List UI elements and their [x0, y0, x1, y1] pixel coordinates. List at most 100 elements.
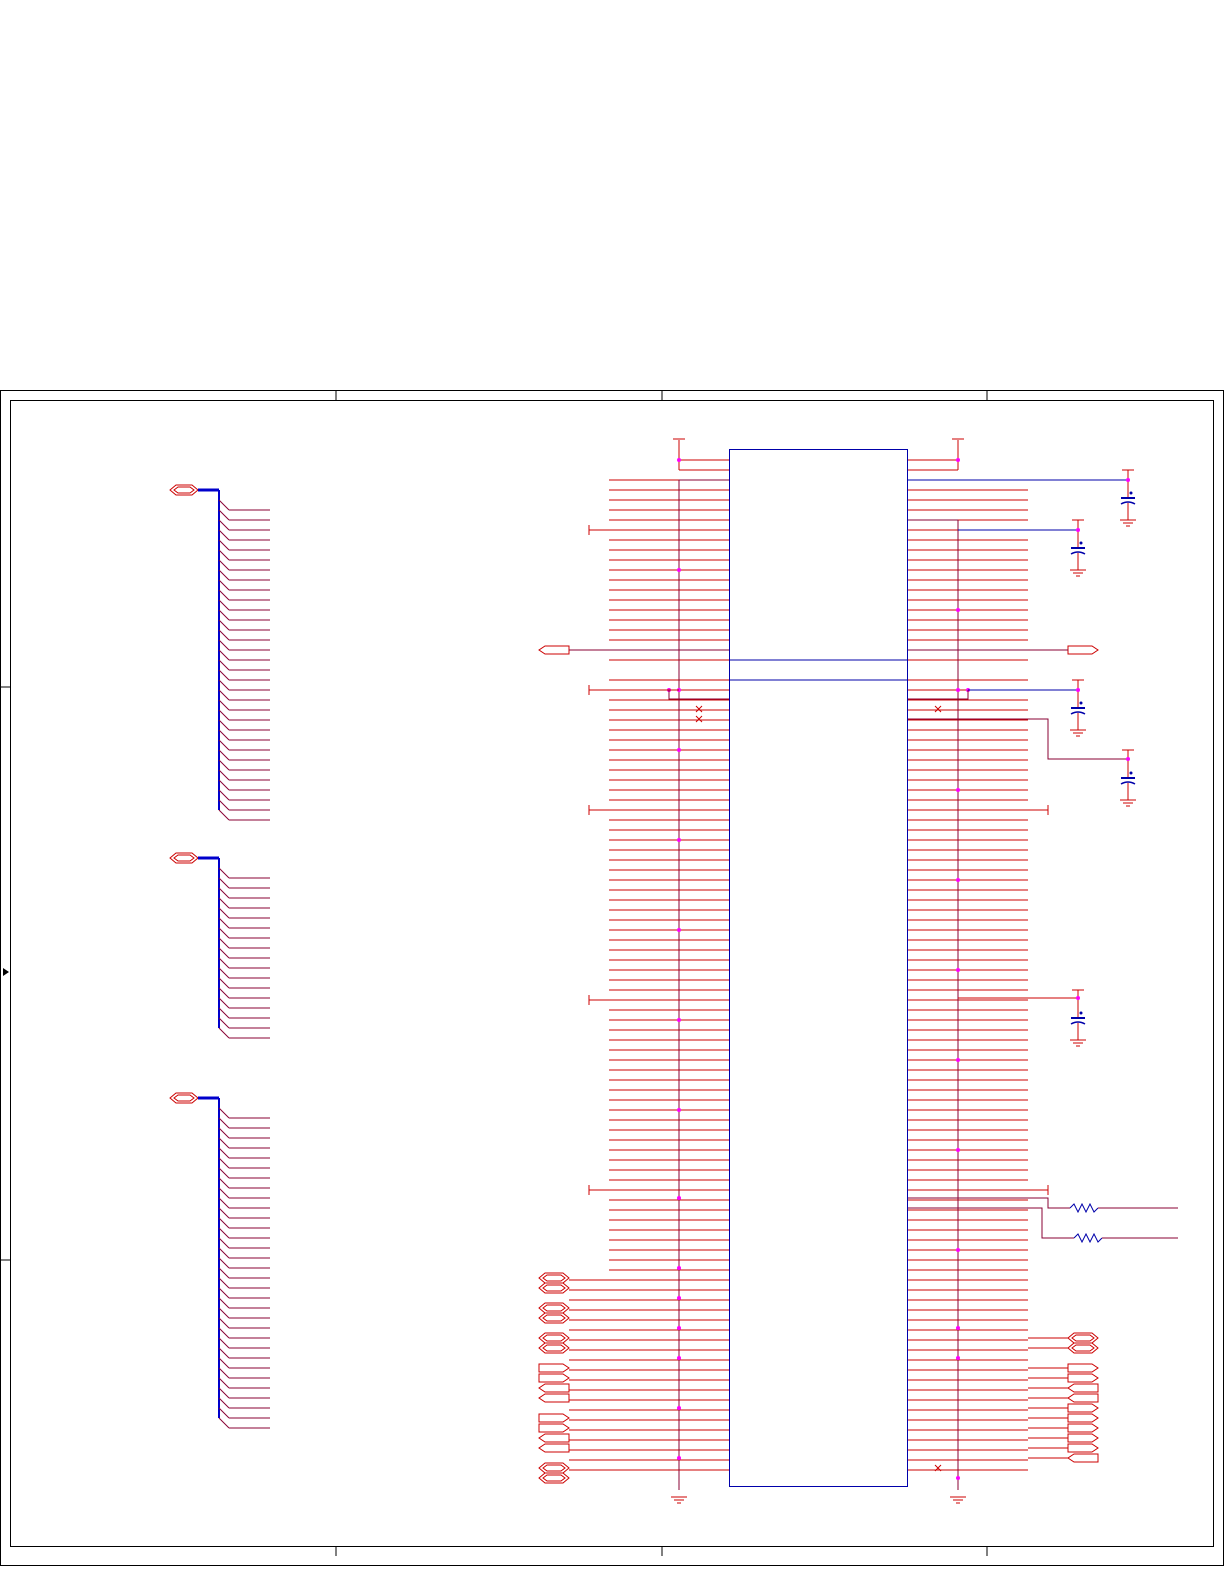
no-connect-icon — [695, 715, 703, 723]
resistor-icon — [1073, 1232, 1103, 1244]
input-port-icon — [1067, 1383, 1099, 1393]
output-port-icon — [1067, 1373, 1099, 1383]
junction-dot — [956, 1058, 960, 1062]
capacitor-icon — [1070, 1021, 1086, 1025]
bus-entry — [218, 789, 230, 801]
bus-entry — [218, 917, 230, 929]
inner-border — [10, 400, 1214, 1547]
bus-entry — [218, 1247, 230, 1259]
bus-entry — [218, 539, 230, 551]
bus-entry — [218, 729, 230, 741]
output-port-icon — [1067, 1443, 1099, 1453]
junction-dot — [677, 1356, 681, 1360]
bus-entry — [218, 1227, 230, 1239]
input-port-icon — [538, 645, 570, 655]
bus-entry — [218, 1257, 230, 1269]
bus-entry — [218, 947, 230, 959]
bus-entry — [218, 809, 230, 821]
bus-entry — [218, 957, 230, 969]
junction-dot — [956, 458, 960, 462]
junction-dot — [956, 1148, 960, 1152]
right-rail-tap — [908, 690, 969, 700]
bus-entry — [218, 529, 230, 541]
junction-dot — [956, 788, 960, 792]
capacitor-icon — [1120, 781, 1136, 785]
junction-dot — [677, 1326, 681, 1330]
bus-group — [169, 484, 270, 1429]
bus-entry — [218, 629, 230, 641]
bus-entry — [218, 1197, 230, 1209]
bus-entry — [218, 689, 230, 701]
output-port-icon — [1067, 1433, 1099, 1443]
junction-dot — [956, 1248, 960, 1252]
no-connect-icon — [934, 705, 942, 713]
junction-dot — [1076, 688, 1080, 692]
ic-pin-wires — [569, 438, 1049, 1490]
capacitor-icon — [1070, 711, 1086, 715]
bus-entry — [218, 679, 230, 691]
bus-entry — [218, 579, 230, 591]
bidirectional-port-inner — [542, 1284, 566, 1292]
output-port-icon — [1067, 1363, 1099, 1373]
junction-dot — [1076, 996, 1080, 1000]
bidirectional-port-icon — [538, 1342, 570, 1354]
bus-entry — [218, 1157, 230, 1169]
bus-entry — [218, 1137, 230, 1149]
bidirectional-port-icon — [538, 1282, 570, 1294]
bus-entry — [218, 1127, 230, 1139]
bus-entry — [218, 669, 230, 681]
bus-entry — [218, 1297, 230, 1309]
bus-entry — [218, 1377, 230, 1389]
bus-entry — [218, 1347, 230, 1359]
junction-dot — [956, 1356, 960, 1360]
bus-entry — [218, 1187, 230, 1199]
bus-entry — [218, 1177, 230, 1189]
bus-entry — [218, 569, 230, 581]
input-port-icon — [538, 1383, 570, 1393]
bus-entry — [218, 639, 230, 651]
bus-entry — [218, 967, 230, 979]
input-port-icon — [538, 1443, 570, 1453]
bus-entry — [218, 877, 230, 889]
resistor-feed-wire — [908, 1207, 1074, 1239]
input-port-icon — [538, 1433, 570, 1443]
no-connect-icon — [934, 1464, 942, 1472]
bidirectional-port-inner — [173, 1094, 195, 1102]
bus-entry — [218, 759, 230, 771]
bidirectional-port-inner — [542, 1274, 566, 1282]
bidirectional-port-icon — [538, 1312, 570, 1324]
bus-entry — [218, 719, 230, 731]
output-port-icon — [1067, 1413, 1099, 1423]
output-port-icon — [1067, 1423, 1099, 1433]
bus-entry — [218, 1267, 230, 1279]
bus-entry — [218, 977, 230, 989]
input-port-icon — [538, 1393, 570, 1403]
resistor-icon — [1069, 1202, 1099, 1214]
bus-entry — [218, 1367, 230, 1379]
resistor-feed-wire — [908, 1197, 1070, 1209]
capacitor-icon — [1070, 551, 1086, 555]
cap-feed-wire — [908, 718, 1128, 760]
bus-entry — [218, 609, 230, 621]
outer-border — [0, 390, 1224, 1566]
bus-entry — [218, 599, 230, 611]
capacitor-polarity-mark — [1129, 491, 1133, 495]
bus-entry — [218, 1207, 230, 1219]
junction-dot — [677, 838, 681, 842]
drawing-frame — [0, 390, 1224, 1566]
no-connect-icon — [695, 705, 703, 713]
ic-outline — [729, 449, 908, 1487]
bus-entry — [218, 1417, 230, 1429]
junction-dot — [956, 968, 960, 972]
bus-entry — [218, 1397, 230, 1409]
bidirectional-port-inner — [542, 1304, 566, 1312]
bus-entry — [218, 709, 230, 721]
port-symbols — [538, 645, 1099, 1484]
bus-entry — [218, 1387, 230, 1399]
capacitor-polarity-mark — [1079, 701, 1083, 705]
junction-dot — [677, 1266, 681, 1270]
output-port-icon — [1067, 1403, 1099, 1413]
bidirectional-port-icon — [538, 1472, 570, 1484]
junction-dot — [677, 568, 681, 572]
